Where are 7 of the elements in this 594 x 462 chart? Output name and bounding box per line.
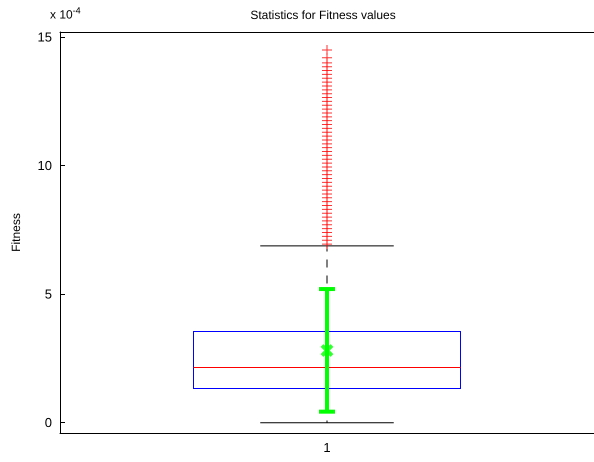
y-axis-title: Fitness xyxy=(9,213,23,252)
x-tick-label: 1 xyxy=(323,440,331,455)
y-tick-label: 5 xyxy=(44,286,52,302)
chart-title: Statistics for Fitness values xyxy=(250,8,396,22)
y-tick-label: 0 xyxy=(44,415,52,430)
y-tick-label: 10 xyxy=(38,158,52,174)
y-tick-label: 15 xyxy=(38,30,52,45)
